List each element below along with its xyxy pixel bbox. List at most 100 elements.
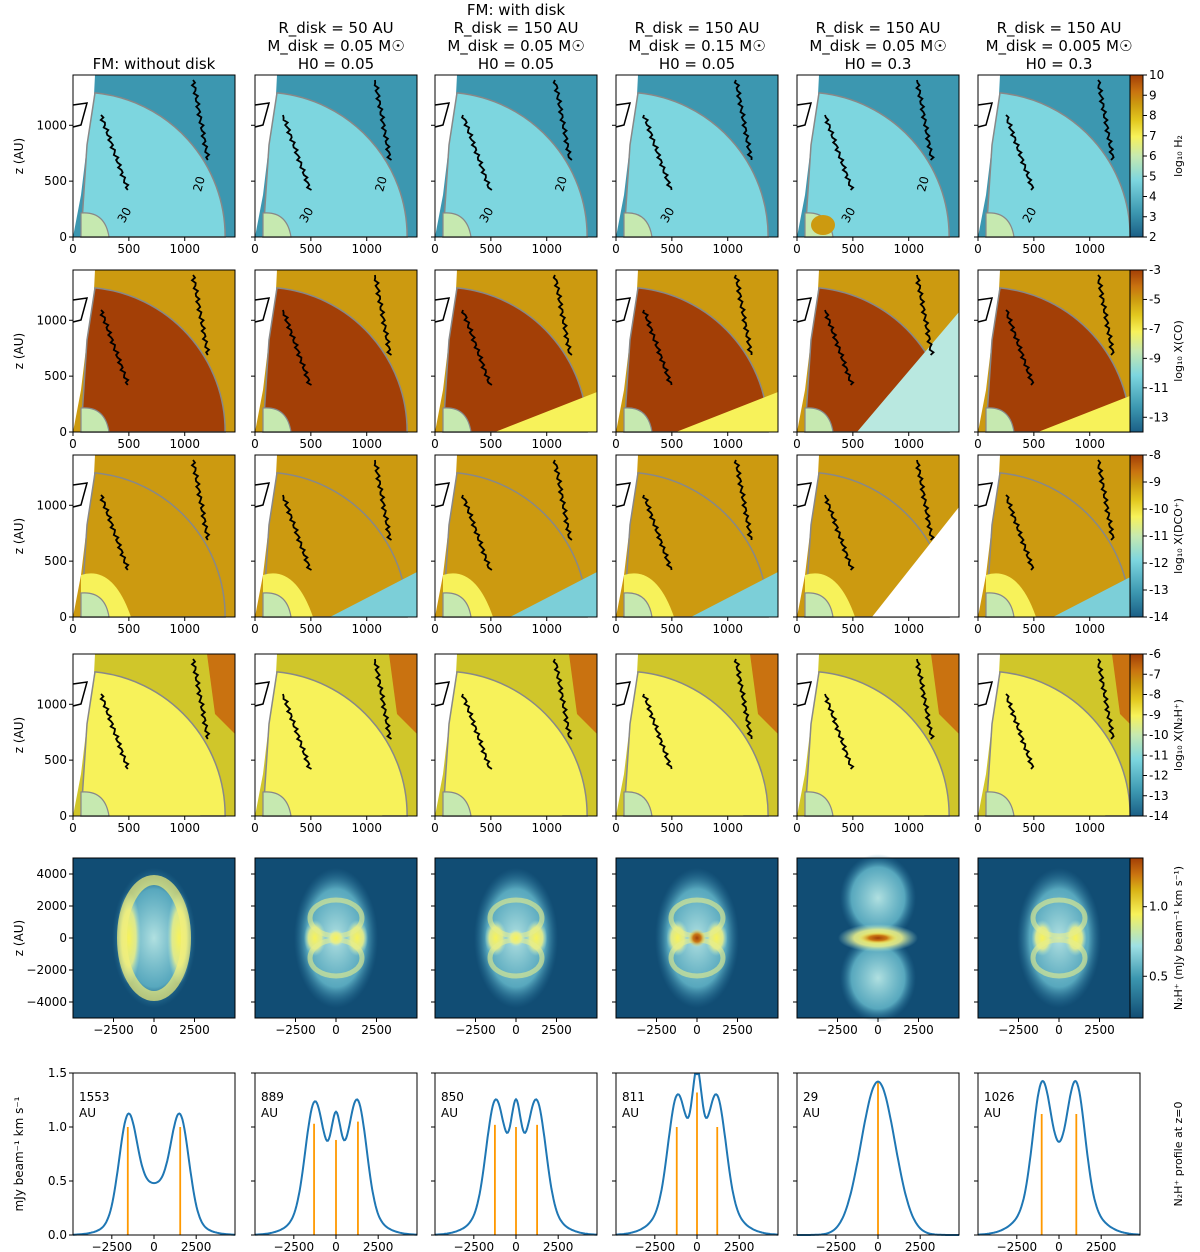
x-tick-label: 0 xyxy=(431,821,439,835)
depleted-region xyxy=(1053,572,1140,617)
profile-line xyxy=(254,1098,418,1236)
depleted-region xyxy=(857,312,959,432)
peak-separation-unit: AU xyxy=(803,1106,820,1120)
column-header-line: R_disk = 150 AU xyxy=(997,19,1122,38)
y-tick-label: 500 xyxy=(44,554,67,568)
temperature-contour xyxy=(282,309,312,386)
x-tick-label: 2500 xyxy=(543,1240,574,1252)
emission-ring xyxy=(117,875,191,1001)
temperature-contour xyxy=(915,658,935,740)
inner-region xyxy=(624,676,745,816)
x-tick-label: 0 xyxy=(251,821,259,835)
cavity-contour xyxy=(796,297,813,323)
outer-orange xyxy=(750,654,778,734)
outer-orange xyxy=(389,654,417,734)
cavity-contour xyxy=(254,681,271,707)
colorbar-tick-label: -13 xyxy=(1149,789,1169,803)
axes-frame xyxy=(434,454,598,618)
x-tick-label: 500 xyxy=(660,437,683,451)
emission-lobe xyxy=(840,854,916,942)
column-header-line: FM: with disk xyxy=(467,1,565,19)
x-tick-label: 0 xyxy=(512,1023,520,1037)
cavity-contour xyxy=(254,482,271,508)
emission-panel-c6: −2500 0 2500 xyxy=(974,857,1141,1037)
temperature-contour xyxy=(733,274,753,356)
cavity-contour xyxy=(72,482,89,508)
colorbar-tick-label: 4 xyxy=(1149,190,1157,204)
x-tick-label: 500 xyxy=(479,242,502,256)
temperature-contour xyxy=(190,274,211,356)
peak-separation-value: 811 xyxy=(622,1090,645,1104)
contour-label: 20 xyxy=(190,175,207,193)
y-tick-label: 500 xyxy=(44,753,67,767)
map-panel-r3-c6: 0 500 1000 xyxy=(974,454,1141,636)
temperature-contour xyxy=(642,494,673,571)
cavity-contour xyxy=(434,297,451,323)
outflow-cavity xyxy=(255,654,277,816)
x-tick-label: 1000 xyxy=(351,437,382,451)
y-tick-label: 1.0 xyxy=(48,1120,67,1134)
contour-label: 30 xyxy=(839,205,859,225)
x-tick-label: 0 xyxy=(874,1240,882,1252)
cavity-contour xyxy=(796,681,813,707)
x-tick-label: 1000 xyxy=(1074,821,1105,835)
depleted-region xyxy=(330,572,417,617)
colorbar-label: N₂H⁺ (mJy beam⁻¹ km s⁻¹) xyxy=(1172,866,1185,1010)
y-axis-label: z (AU) xyxy=(12,920,26,956)
x-tick-label: 0 xyxy=(1055,1023,1063,1037)
x-tick-label: 0 xyxy=(974,821,982,835)
axes-frame xyxy=(615,454,779,618)
colorbar-tick-label: 9 xyxy=(1149,88,1157,102)
x-tick-label: 0 xyxy=(1055,1240,1063,1252)
cavity-contour xyxy=(434,681,451,707)
x-tick-label: 0 xyxy=(332,1240,340,1252)
map-panel-r4-c4: 0 500 1000 xyxy=(612,653,779,835)
depleted-region xyxy=(872,507,959,617)
map-panel-r3-c3: 0 500 1000 xyxy=(431,454,598,636)
cavity-contour xyxy=(977,102,994,128)
x-tick-label: 500 xyxy=(1022,622,1045,636)
peak-separation-value: 29 xyxy=(803,1090,818,1104)
temperature-contour xyxy=(915,79,935,161)
x-tick-label: 0 xyxy=(512,1240,520,1252)
colorbar-tick-label: -11 xyxy=(1149,381,1169,395)
contour-label: 30 xyxy=(115,205,135,225)
axes-frame xyxy=(615,74,779,238)
axes-frame xyxy=(254,653,418,817)
temperature-contour xyxy=(552,274,573,356)
cavity-contour xyxy=(615,681,632,707)
peak-separation-value: 889 xyxy=(261,1090,284,1104)
axes-frame xyxy=(72,269,236,433)
emission-arc xyxy=(1030,897,1088,939)
colorbar-tick-label: 0.5 xyxy=(1149,969,1168,983)
temperature-contour xyxy=(461,309,493,386)
colorbar-tick-label: -12 xyxy=(1149,556,1169,570)
x-tick-label: 2500 xyxy=(1084,1023,1115,1037)
x-tick-label: 1000 xyxy=(712,437,743,451)
peak-separation-value: 1553 xyxy=(79,1090,110,1104)
peak-separation-unit: AU xyxy=(79,1106,96,1120)
map-panel-r2-c3: 0 500 1000 xyxy=(431,269,598,451)
inner-region xyxy=(443,676,564,816)
temperature-contour xyxy=(733,658,753,740)
colorbar-label: log₁₀ H₂ xyxy=(1172,135,1185,177)
map-panel-r2-c1: 0 500 1000 0 500 1000 z (AU) xyxy=(12,269,236,451)
x-tick-label: 0 xyxy=(612,242,620,256)
x-tick-label: 1000 xyxy=(169,242,200,256)
profile-line xyxy=(978,1079,1140,1236)
outer-gold xyxy=(210,270,235,380)
x-tick-label: 0 xyxy=(431,437,439,451)
x-tick-label: −2500 xyxy=(92,1240,133,1252)
y-tick-label: −4000 xyxy=(26,995,67,1009)
profile-line xyxy=(616,1073,778,1236)
x-tick-label: −2500 xyxy=(635,1240,676,1252)
profile-line xyxy=(73,1112,235,1236)
axes-frame xyxy=(72,74,236,238)
x-tick-label: −2500 xyxy=(93,1023,134,1037)
x-tick-label: 0 xyxy=(431,242,439,256)
emission-panel-c3: −2500 0 2500 xyxy=(431,857,598,1037)
depleted-region xyxy=(495,392,597,432)
map-panel-r1-c2: 0 500 1000 30 20 xyxy=(251,74,418,256)
